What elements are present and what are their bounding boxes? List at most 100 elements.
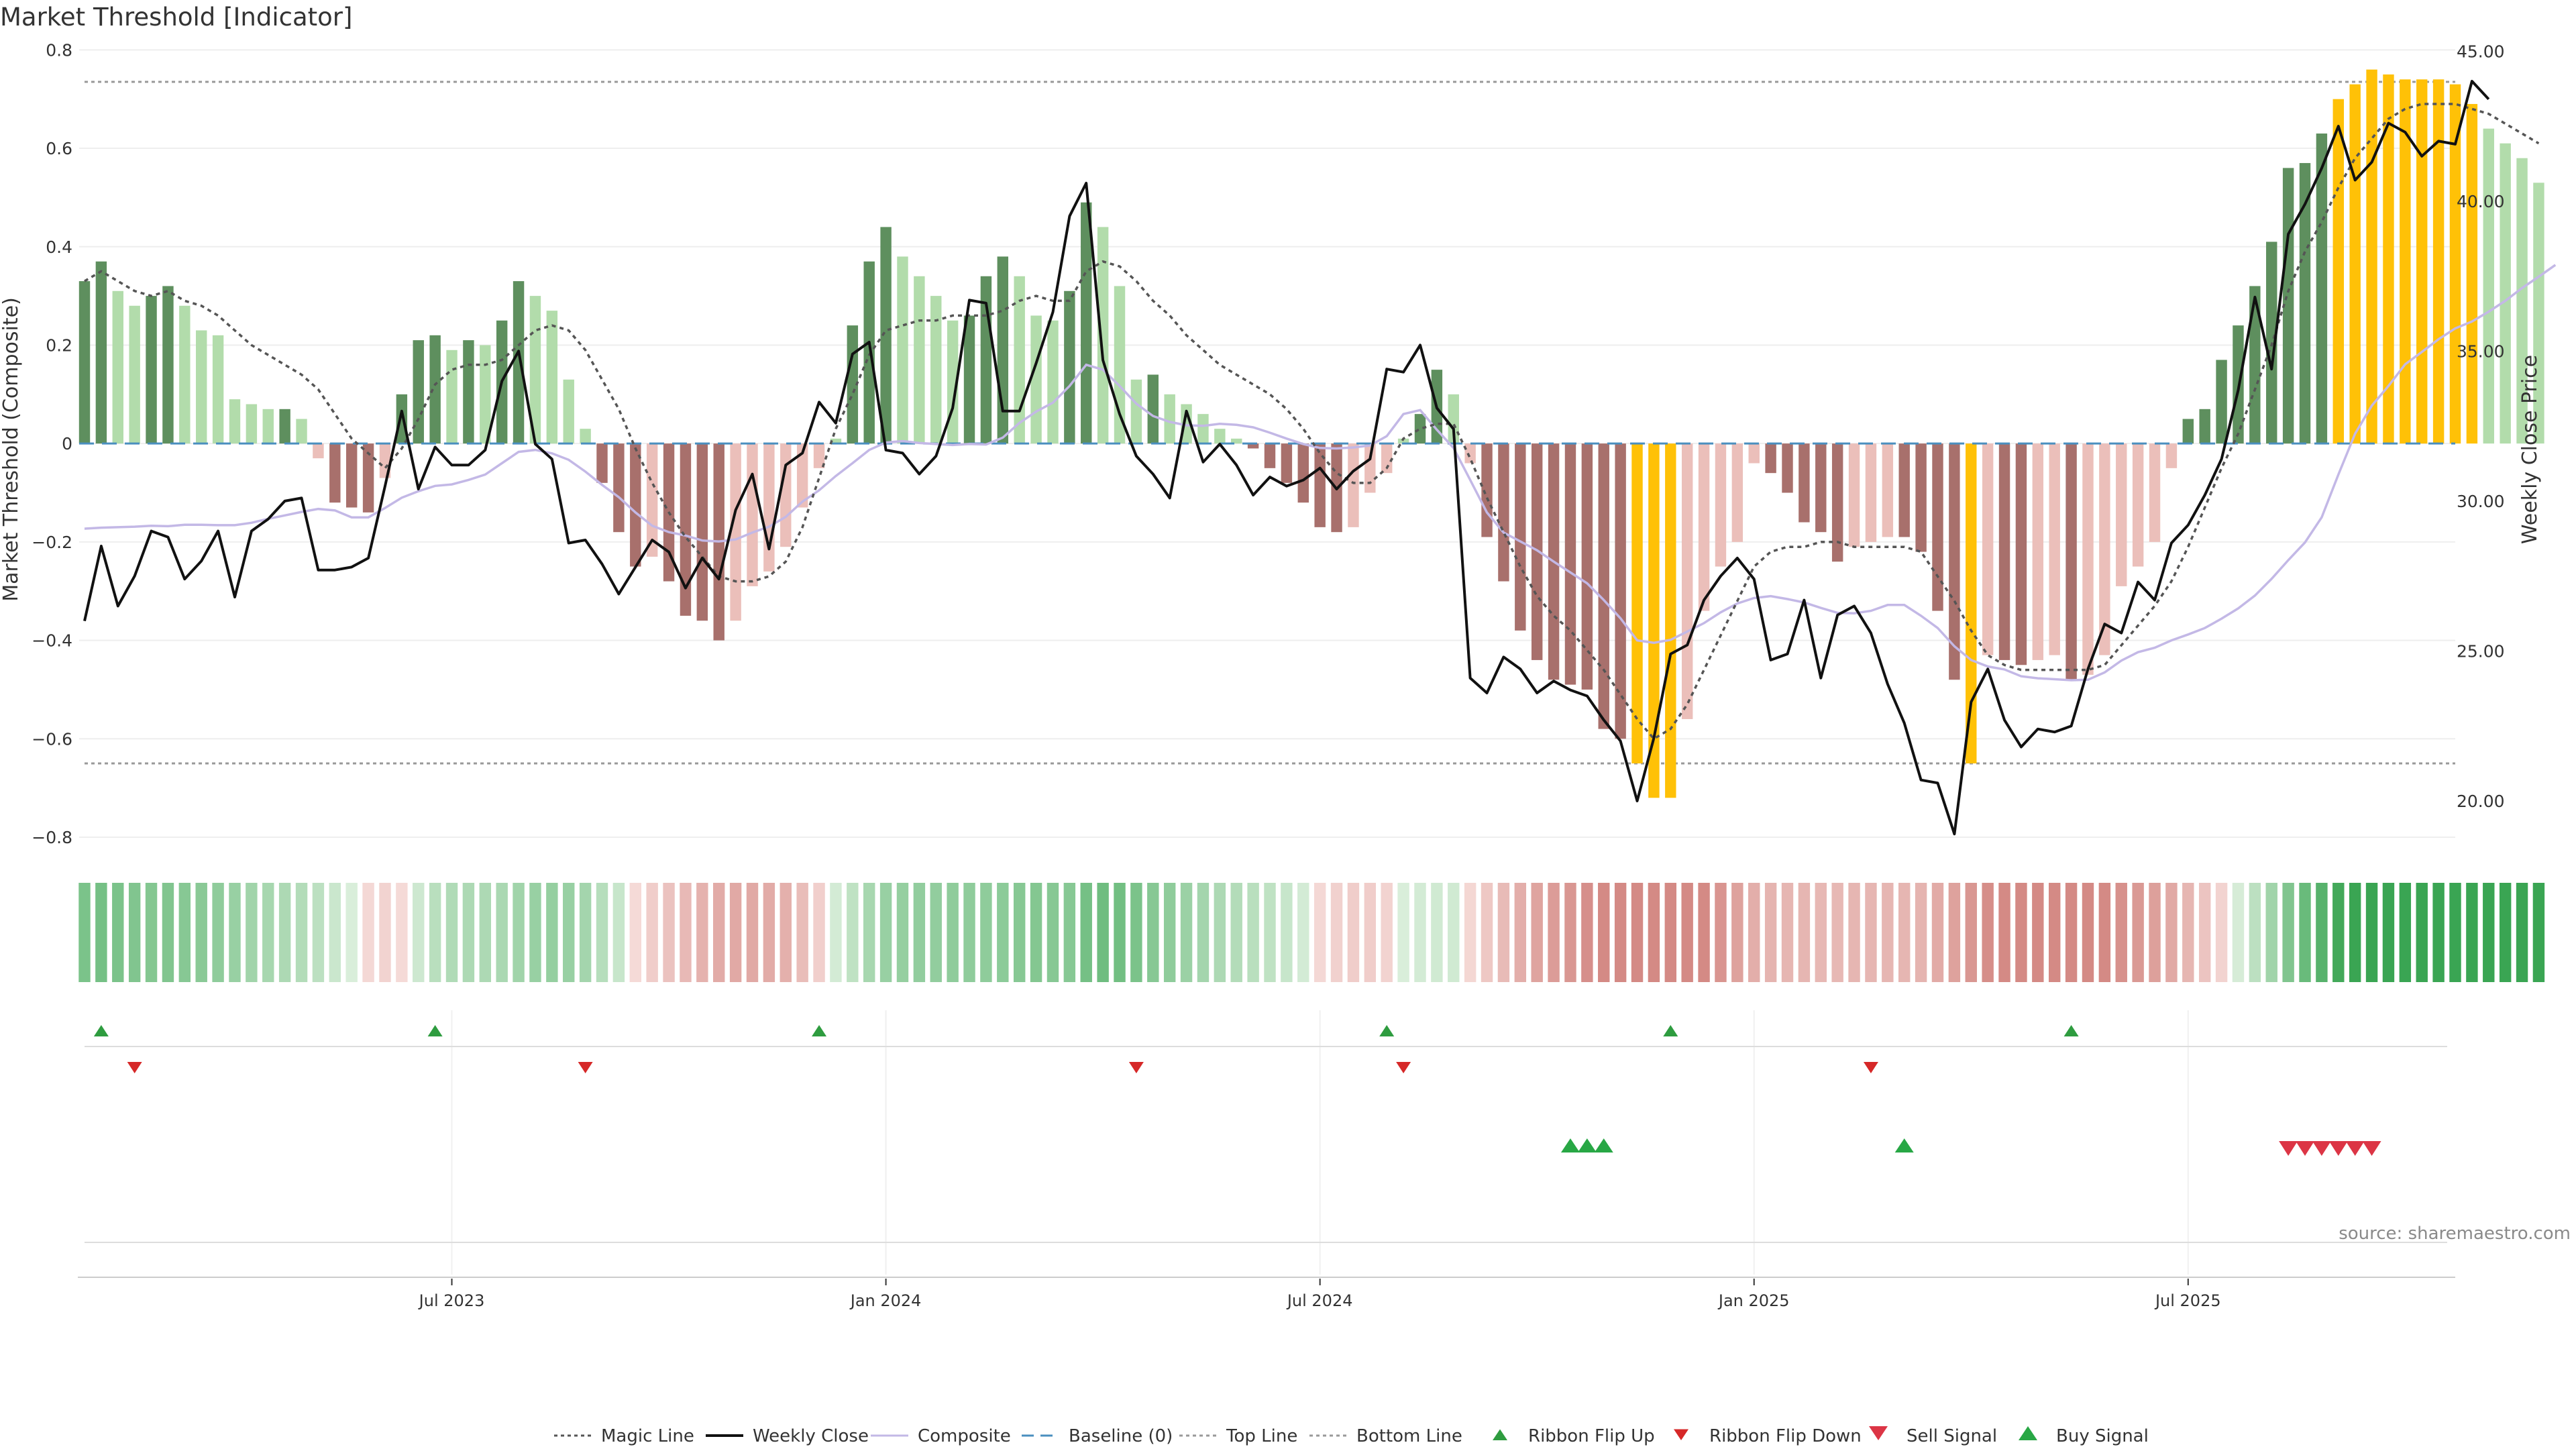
composite-bar bbox=[2216, 360, 2227, 444]
composite-bar bbox=[112, 290, 123, 444]
composite-line bbox=[84, 264, 2557, 682]
ribbon-cell bbox=[1147, 883, 1159, 982]
ribbon-cell bbox=[612, 883, 625, 982]
ribbon-cell bbox=[1431, 883, 1443, 982]
ribbon-cell bbox=[2349, 883, 2361, 982]
ribbon-cell bbox=[1330, 883, 1343, 982]
left-tick-label: −0.4 bbox=[32, 631, 72, 651]
composite-bar bbox=[630, 443, 641, 567]
legend-label: Ribbon Flip Up bbox=[1528, 1426, 1655, 1446]
ribbon-flip-up-marker bbox=[812, 1025, 827, 1036]
ribbon-cell bbox=[1030, 883, 1042, 982]
ribbon-cell bbox=[1831, 883, 1843, 982]
sell-signal-marker bbox=[2296, 1141, 2315, 1156]
ribbon-cell bbox=[1264, 883, 1276, 982]
ribbon-cell bbox=[863, 883, 875, 982]
legend-item: Baseline (0) bbox=[1022, 1426, 1173, 1446]
composite-bar bbox=[212, 335, 224, 444]
ribbon-cell bbox=[1414, 883, 1426, 982]
composite-bar bbox=[1949, 443, 1960, 680]
ribbon-cell bbox=[1347, 883, 1360, 982]
buy-sell-signal-markers bbox=[1560, 1138, 2381, 1156]
legend-label: Baseline (0) bbox=[1069, 1426, 1173, 1446]
right-tick-label: 45.00 bbox=[2457, 42, 2505, 61]
ribbon-cell bbox=[1815, 883, 1827, 982]
composite-bar bbox=[1097, 227, 1109, 444]
ribbon-cell bbox=[1581, 883, 1593, 982]
date-tick-label: Jan 2025 bbox=[1717, 1291, 1790, 1310]
composite-bar bbox=[796, 443, 808, 508]
ribbon-flip-up-marker bbox=[2063, 1025, 2079, 1036]
left-tick-label: −0.6 bbox=[32, 729, 72, 749]
legend-item: Sell Signal bbox=[1869, 1426, 1997, 1446]
legend-swatch bbox=[1493, 1429, 1507, 1440]
ribbon-cell bbox=[579, 883, 592, 982]
composite-bar bbox=[2299, 163, 2311, 444]
ribbon-cell bbox=[2316, 883, 2328, 982]
buy-signal-marker bbox=[1577, 1138, 1597, 1152]
ribbon-cell bbox=[178, 883, 191, 982]
composite-bar bbox=[313, 443, 324, 459]
ribbon-cell bbox=[1748, 883, 1760, 982]
composite-bar bbox=[1799, 443, 1810, 523]
ribbon-cell bbox=[980, 883, 992, 982]
ribbon-cell bbox=[1715, 883, 1727, 982]
ribbon-cell bbox=[529, 883, 541, 982]
composite-bars bbox=[78, 69, 2544, 798]
composite-bar bbox=[914, 276, 925, 444]
date-tick-label: Jan 2024 bbox=[849, 1291, 922, 1310]
composite-bar bbox=[2149, 443, 2161, 542]
composite-bar bbox=[2099, 443, 2110, 655]
composite-bar bbox=[1147, 374, 1159, 444]
composite-bar bbox=[2533, 182, 2544, 444]
legend-label: Weekly Close bbox=[753, 1426, 869, 1446]
ribbon-cell bbox=[2149, 883, 2161, 982]
composite-bar bbox=[596, 443, 608, 483]
ribbon-cell bbox=[680, 883, 692, 982]
composite-bar bbox=[1397, 438, 1409, 444]
composite-bar bbox=[1448, 394, 1459, 444]
composite-bar bbox=[1648, 443, 1660, 798]
ribbon-cell bbox=[830, 883, 842, 982]
composite-bar bbox=[1782, 443, 1793, 493]
left-axis-title: Market Threshold (Composite) bbox=[0, 297, 23, 602]
ribbon-cell bbox=[1598, 883, 1610, 982]
legend-item: Buy Signal bbox=[2019, 1426, 2149, 1446]
composite-bar bbox=[446, 350, 458, 444]
ribbon-cell bbox=[345, 883, 358, 982]
ribbon-cell bbox=[162, 883, 174, 982]
ribbon-cell bbox=[1982, 883, 1994, 982]
ribbon-cell bbox=[278, 883, 291, 982]
ribbon-cell bbox=[2332, 883, 2345, 982]
ribbon-flip-up-marker bbox=[427, 1025, 443, 1036]
ribbon-cell bbox=[2449, 883, 2461, 982]
composite-bar bbox=[1381, 443, 1393, 474]
ribbon-cell bbox=[1898, 883, 1911, 982]
legend-item: Weekly Close bbox=[706, 1426, 869, 1446]
ribbon-cell bbox=[1998, 883, 2010, 982]
composite-bar bbox=[1297, 443, 1309, 503]
ribbon-cell bbox=[429, 883, 441, 982]
ribbon-cell bbox=[246, 883, 258, 982]
composite-bar bbox=[1865, 443, 1877, 542]
composite-bar bbox=[830, 438, 842, 444]
composite-bar bbox=[613, 443, 625, 533]
ribbon-cell bbox=[1548, 883, 1560, 982]
legend-item: Bottom Line bbox=[1309, 1426, 1462, 1446]
ribbon-cell bbox=[413, 883, 425, 982]
legend-item: Top Line bbox=[1179, 1426, 1297, 1446]
composite-bar bbox=[1665, 443, 1676, 798]
ribbon-cell bbox=[1381, 883, 1393, 982]
legend-label: Sell Signal bbox=[1907, 1426, 1997, 1446]
ribbon-cell bbox=[496, 883, 508, 982]
composite-bar bbox=[396, 394, 408, 444]
composite-bar bbox=[1515, 443, 1526, 631]
ribbon-cell bbox=[1163, 883, 1176, 982]
composite-bar bbox=[2199, 409, 2210, 444]
composite-bar bbox=[129, 305, 140, 444]
legend-label: Ribbon Flip Down bbox=[1709, 1426, 1862, 1446]
ribbon-cell bbox=[2516, 883, 2528, 982]
sell-signal-marker bbox=[2279, 1141, 2298, 1156]
ribbon-cell bbox=[1931, 883, 1944, 982]
